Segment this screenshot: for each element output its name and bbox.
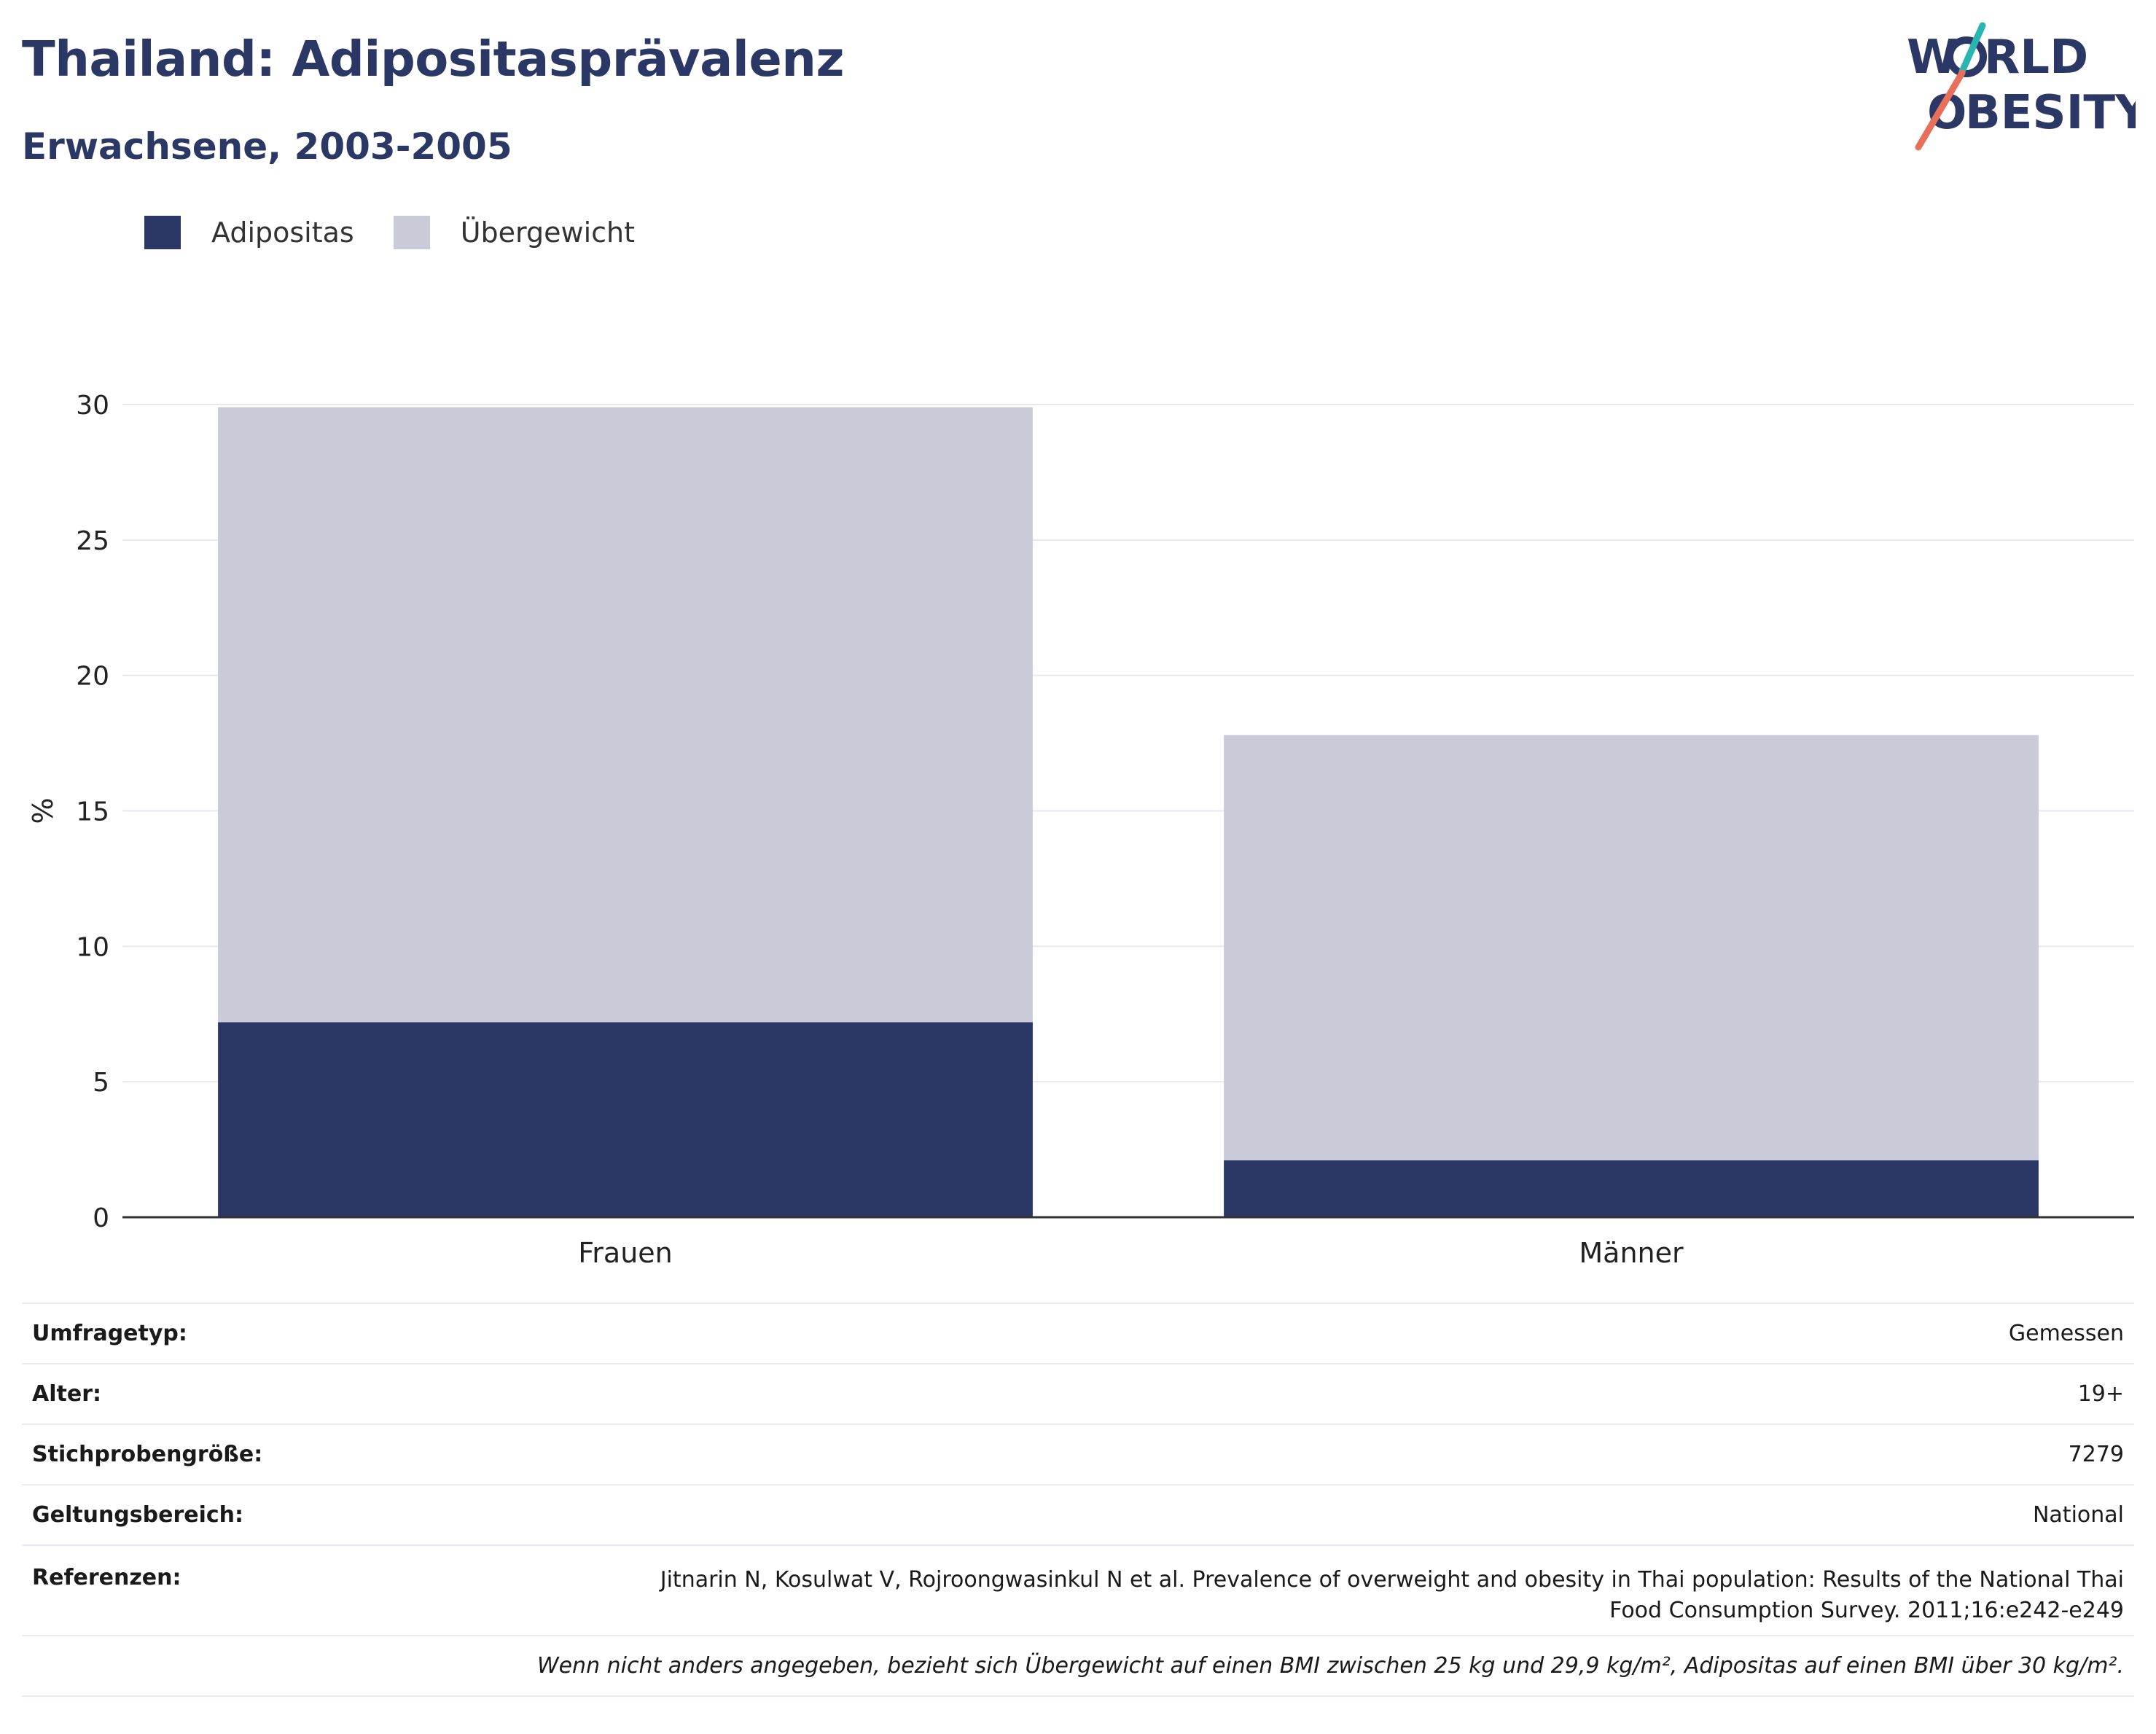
- legend-label-adipositas: Adipositas: [211, 216, 354, 249]
- info-row-survey-type: Umfragetyp: Gemessen: [22, 1303, 2134, 1364]
- y-tick-label-0: 0: [93, 1203, 109, 1233]
- x-tick-label-frauen: Frauen: [578, 1237, 673, 1269]
- world-obesity-logo: W RLD O BESITY: [1907, 22, 2136, 151]
- info-row-scope: Geltungsbereich: National: [22, 1484, 2134, 1545]
- bar-adipositas-maenner: [1224, 1160, 2039, 1217]
- y-tick-label-10: 10: [76, 932, 109, 962]
- bmi-definition-note: Wenn nicht anders angegeben, bezieht sic…: [22, 1635, 2134, 1697]
- legend-swatch-uebergewicht: [393, 216, 430, 249]
- chart-legend: Adipositas Übergewicht: [144, 216, 674, 249]
- info-value-scope: National: [348, 1484, 2134, 1545]
- stacked-bar-chart: 0 5 10 15 20 25 30 Frauen Männer%: [27, 391, 2134, 1269]
- bar-uebergewicht-frauen: [218, 407, 1033, 1023]
- legend-item-uebergewicht[interactable]: Übergewicht: [393, 216, 635, 249]
- bar-uebergewicht-maenner: [1224, 735, 2039, 1160]
- info-label-scope: Geltungsbereich:: [22, 1484, 348, 1545]
- logo-o-ring: [1946, 36, 1987, 77]
- legend-swatch-adipositas: [144, 216, 181, 249]
- legend-item-adipositas[interactable]: Adipositas: [144, 216, 354, 249]
- y-tick-label-30: 30: [76, 391, 109, 421]
- reference-line-1: Jitnarin N, Kosulwat V, Rojroongwasinkul…: [660, 1567, 2124, 1593]
- x-tick-label-maenner: Männer: [1579, 1237, 1684, 1269]
- info-row-sample-size: Stichprobengröße: 7279: [22, 1423, 2134, 1485]
- legend-label-uebergewicht: Übergewicht: [460, 216, 635, 249]
- y-tick-label-5: 5: [93, 1068, 109, 1098]
- info-label-sample-size: Stichprobengröße:: [22, 1423, 348, 1485]
- survey-info-table: Umfragetyp: Gemessen Alter: 19+ Stichpro…: [22, 1303, 2134, 1697]
- bar-adipositas-frauen: [218, 1022, 1033, 1217]
- page-subtitle: Erwachsene, 2003-2005: [22, 125, 512, 168]
- info-row-references: Referenzen: Jitnarin N, Kosulwat V, Rojr…: [22, 1544, 2134, 1636]
- info-label-references: Referenzen:: [22, 1544, 348, 1636]
- info-row-age: Alter: 19+: [22, 1363, 2134, 1424]
- info-row-note: Wenn nicht anders angegeben, bezieht sic…: [22, 1635, 2134, 1697]
- info-value-age: 19+: [348, 1363, 2134, 1424]
- reference-line-2: Food Consumption Survey. 2011;16:e242-e2…: [1609, 1598, 2124, 1623]
- logo-text-rld: RLD: [1984, 31, 2088, 85]
- info-value-sample-size: 7279: [348, 1423, 2134, 1485]
- y-tick-label-20: 20: [76, 662, 109, 692]
- page-title: Thailand: Adipositasprävalenz: [22, 31, 844, 87]
- info-label-age: Alter:: [22, 1363, 348, 1424]
- logo-slash-teal: [1958, 22, 1986, 75]
- logo-text-besity: BESITY: [1965, 86, 2136, 140]
- y-axis-label: %: [27, 797, 59, 824]
- y-tick-label-15: 15: [76, 797, 109, 827]
- logo-slash-coral: [1915, 69, 1966, 151]
- y-tick-label-25: 25: [76, 526, 109, 556]
- info-value-references: Jitnarin N, Kosulwat V, Rojroongwasinkul…: [348, 1544, 2134, 1636]
- info-value-survey-type: Gemessen: [348, 1303, 2134, 1364]
- info-label-survey-type: Umfragetyp:: [22, 1303, 348, 1364]
